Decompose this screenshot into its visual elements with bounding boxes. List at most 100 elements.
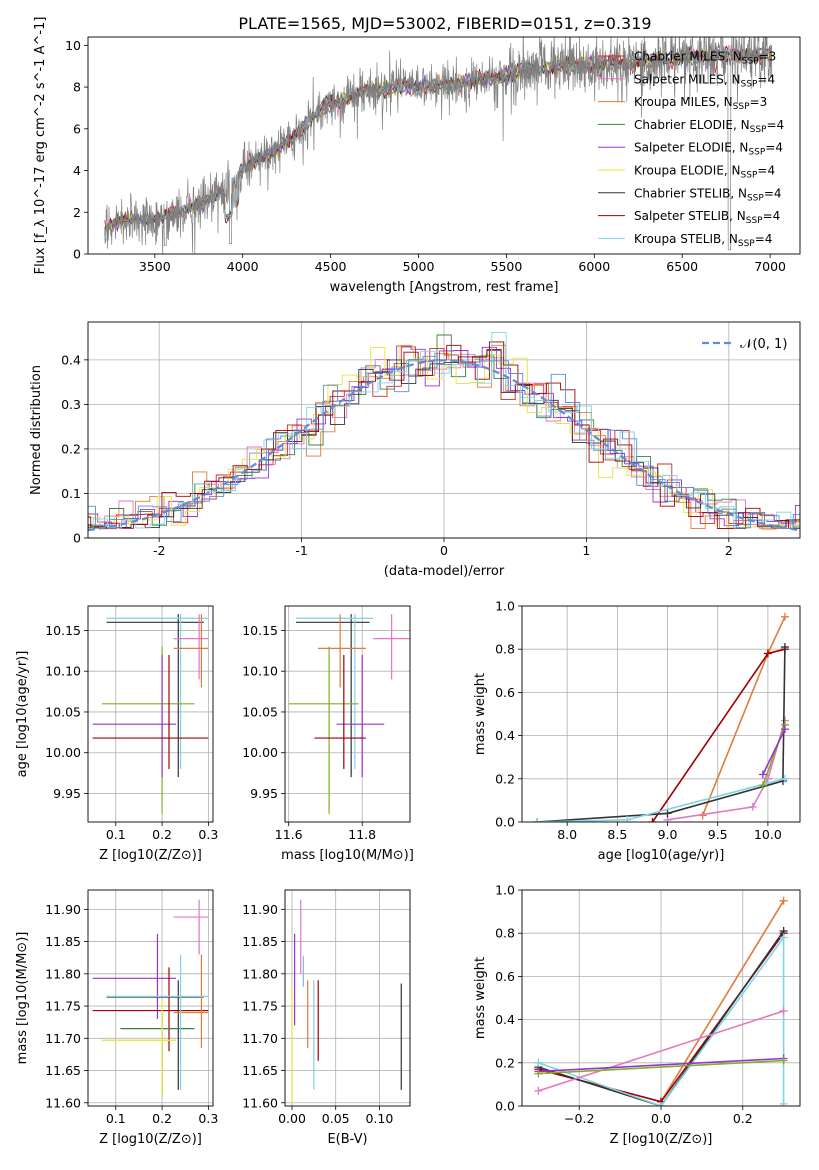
axes-frame [87,321,801,539]
mass-weight-line [762,724,786,786]
y-tick-label: 11.75 [45,999,81,1014]
y-tick-label: 10 [65,38,81,53]
plot-area [88,890,213,1106]
mass-weight-line [701,616,786,816]
plot-area [88,606,213,822]
x-tick-label: 0.2 [152,1111,172,1126]
y-tick-label: 10.05 [45,704,81,719]
mass-weight-line [538,1059,784,1075]
residual-histogram [88,349,800,529]
title-group: PLATE=1565, MJD=53002, FIBERID=0151, z=0… [238,14,651,33]
y-tick-label: 10.05 [242,704,278,719]
x-tick-label: 0.3 [198,1111,218,1126]
y-axis-label: Flux [f_λ 10^-17 erg cm^-2 s^-1 A^-1] [33,17,48,275]
y-tick-label: 11.85 [45,934,81,949]
y-tick-label: 11.75 [242,999,278,1014]
axes-6: 0.00 0.05 0.10 11.60 11.65 11.70 11.75 11.80 11.… [242,889,411,1147]
y-tick-label: 8 [73,80,81,95]
y-tick-label: 0.0 [495,1099,515,1114]
errorbar-point [120,1012,195,1097]
legend: 𝒩(0, 1) [702,337,787,352]
errorbar-point [173,614,209,680]
residual-histogram [88,355,800,529]
mass-weight-line [538,930,785,1106]
x-tick-label: 1 [582,543,590,558]
legend-label: 𝒩(0, 1) [740,337,787,352]
plot-area [104,37,773,254]
x-tick-label: 10.0 [754,827,782,842]
plus-marker [758,770,767,779]
legend-nssp: =3 [759,50,777,64]
y-tick-label: 11.60 [45,1095,81,1110]
y-tick-label: 10.15 [45,623,81,638]
x-tick-label: 0.3 [198,827,218,842]
residual-histogram [88,341,800,530]
y-tick-label: 11.90 [45,902,81,917]
plus-marker [779,1056,788,1065]
y-tick-label: 0.2 [495,1055,515,1070]
axes-5: 0.1 0.2 0.3 11.60 11.65 11.70 11.75 11.80 11.85 1… [15,889,218,1147]
y-axis-label: age [log10(age/yr)] [15,651,30,778]
y-axis-label: mass weight [473,957,488,1039]
axes-1: -2 -1 0 1 2 0 0.1 0.2 0.3 0.4 (data-model)/error No… [29,321,801,579]
legend-label: Chabrier STELIB, NSSP=4 [634,186,782,203]
plus-marker [534,1086,543,1095]
x-tick-label: 8.0 [557,827,577,842]
legend-label: Salpeter MILES, NSSP=4 [634,72,775,89]
x-axis-label: Z [log10(Z/Z⊙)] [99,1132,202,1147]
x-tick-label: 2 [725,543,733,558]
y-tick-label: 11.80 [242,966,278,981]
x-tick-label: 0.10 [365,1111,393,1126]
y-tick-label: 9.95 [250,786,278,801]
y-tick-label: 0.8 [495,926,515,941]
legend-label: Kroupa STELIB, NSSP=4 [634,232,772,249]
x-axis-label: (data-model)/error [384,564,505,579]
x-tick-label: 8.5 [607,827,627,842]
y-tick-label: 11.65 [242,1063,278,1078]
y-tick-label: 11.60 [242,1095,278,1110]
errorbar-point [92,654,209,770]
plus-marker [758,781,767,790]
observed-spectrum-line [104,37,773,254]
y-tick-label: 4 [73,163,81,178]
errorbar-point [106,954,209,1090]
y-tick-label: 11.90 [242,902,278,917]
legend-subscript: SSP [742,57,759,67]
plot-area [285,606,410,822]
axes-frame [284,605,411,823]
legend-nssp: =4 [765,141,783,155]
y-tick-label: 2 [73,205,81,220]
y-tick-label: 9.95 [53,786,81,801]
x-tick-label: 0.00 [278,1111,306,1126]
y-tick-label: 0.6 [495,969,515,984]
legend-label: Salpeter ELODIE, NSSP=4 [634,141,783,158]
errorbar-point [288,646,359,814]
mass-weight-line [538,1010,784,1092]
y-tick-label: 11.70 [45,1031,81,1046]
plus-marker [763,649,772,658]
legend-subscript: SSP [733,102,750,112]
legend-label: Kroupa MILES, NSSP=3 [634,95,767,112]
x-axis-label: wavelength [Angstrom, rest frame] [330,280,559,295]
legend-nssp: =4 [763,209,781,223]
errorbar-point [92,967,209,1052]
mass-weight-line [538,935,785,1106]
x-tick-label: 5500 [491,259,523,274]
x-tick-label: 3500 [139,259,171,274]
plus-marker [779,1099,788,1106]
x-tick-label: 4000 [227,259,259,274]
x-axis-label: age [log10(age/yr)] [598,848,725,863]
x-tick-label: 9.0 [658,827,678,842]
y-tick-label: 11.85 [242,934,278,949]
x-axis-label: E(B-V) [327,1132,367,1147]
y-tick-label: 0.3 [61,397,81,412]
legend-label: Chabrier ELODIE, NSSP=4 [634,118,784,135]
errorbar-point [314,654,366,770]
residual-histogram [88,345,800,528]
legend-nssp: =3 [750,95,768,109]
y-tick-label: 6 [73,121,81,136]
errorbar-point [92,933,176,1019]
y-tick-label: 10.10 [45,664,81,679]
legend-subscript: SSP [748,148,765,158]
